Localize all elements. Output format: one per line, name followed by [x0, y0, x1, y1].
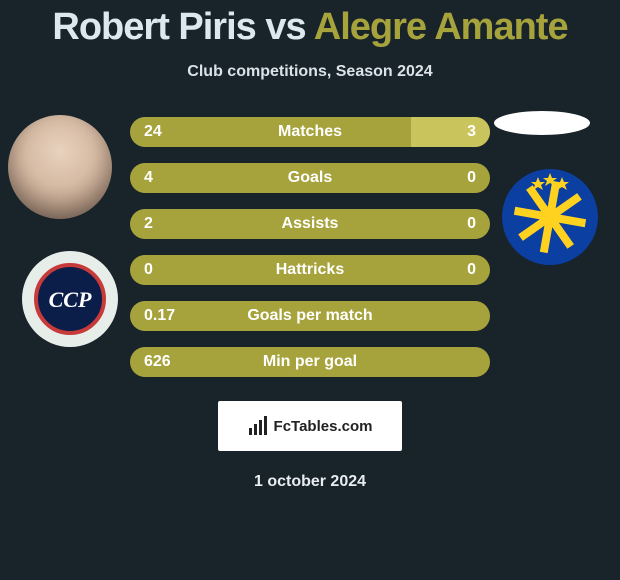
stat-label: Goals per match [247, 307, 372, 325]
stat-row: 0 Hattricks 0 [130, 255, 490, 285]
stat-label: Goals [288, 169, 332, 187]
title-player1: Robert Piris [52, 6, 255, 48]
stat-row: 0.17 Goals per match [130, 301, 490, 331]
comparison-panel: CCP 24 Matches 3 4 Goals 0 2 Assists 0 0 Hattricks… [0, 117, 620, 377]
stat-right-value: 0 [467, 261, 476, 279]
stat-label: Matches [278, 123, 342, 141]
stat-left-value: 0 [144, 261, 153, 279]
stat-label: Assists [282, 215, 339, 233]
branding-text: FcTables.com [274, 418, 373, 435]
stat-left-value: 24 [144, 123, 162, 141]
player1-club-badge: CCP [20, 249, 120, 349]
stat-right-value: 3 [467, 123, 476, 141]
stat-left-value: 4 [144, 169, 153, 187]
player1-avatar [8, 115, 112, 219]
svg-text:CCP: CCP [49, 287, 92, 312]
stat-label: Min per goal [263, 353, 357, 371]
stat-left-value: 626 [144, 353, 171, 371]
stat-bars: 24 Matches 3 4 Goals 0 2 Assists 0 0 Hattricks 0 0.1… [130, 117, 490, 377]
stat-row-right-segment [411, 117, 490, 147]
stat-right-value: 0 [467, 215, 476, 233]
stat-row: 2 Assists 0 [130, 209, 490, 239]
stat-row: 24 Matches 3 [130, 117, 490, 147]
title-vs: vs [265, 6, 305, 48]
stat-left-value: 2 [144, 215, 153, 233]
stat-right-value: 0 [467, 169, 476, 187]
title-player2: Alegre Amante [314, 6, 568, 48]
stat-left-value: 0.17 [144, 307, 175, 325]
stat-row: 4 Goals 0 [130, 163, 490, 193]
page-title: Robert Piris vs Alegre Amante [0, 0, 620, 49]
bar-chart-icon [248, 416, 268, 436]
subtitle: Club competitions, Season 2024 [0, 63, 620, 81]
branding-box: FcTables.com [218, 401, 402, 451]
stat-row: 626 Min per goal [130, 347, 490, 377]
player2-club-badge [500, 167, 600, 267]
stat-label: Hattricks [276, 261, 344, 279]
player2-avatar [494, 111, 590, 135]
date-label: 1 october 2024 [0, 473, 620, 491]
